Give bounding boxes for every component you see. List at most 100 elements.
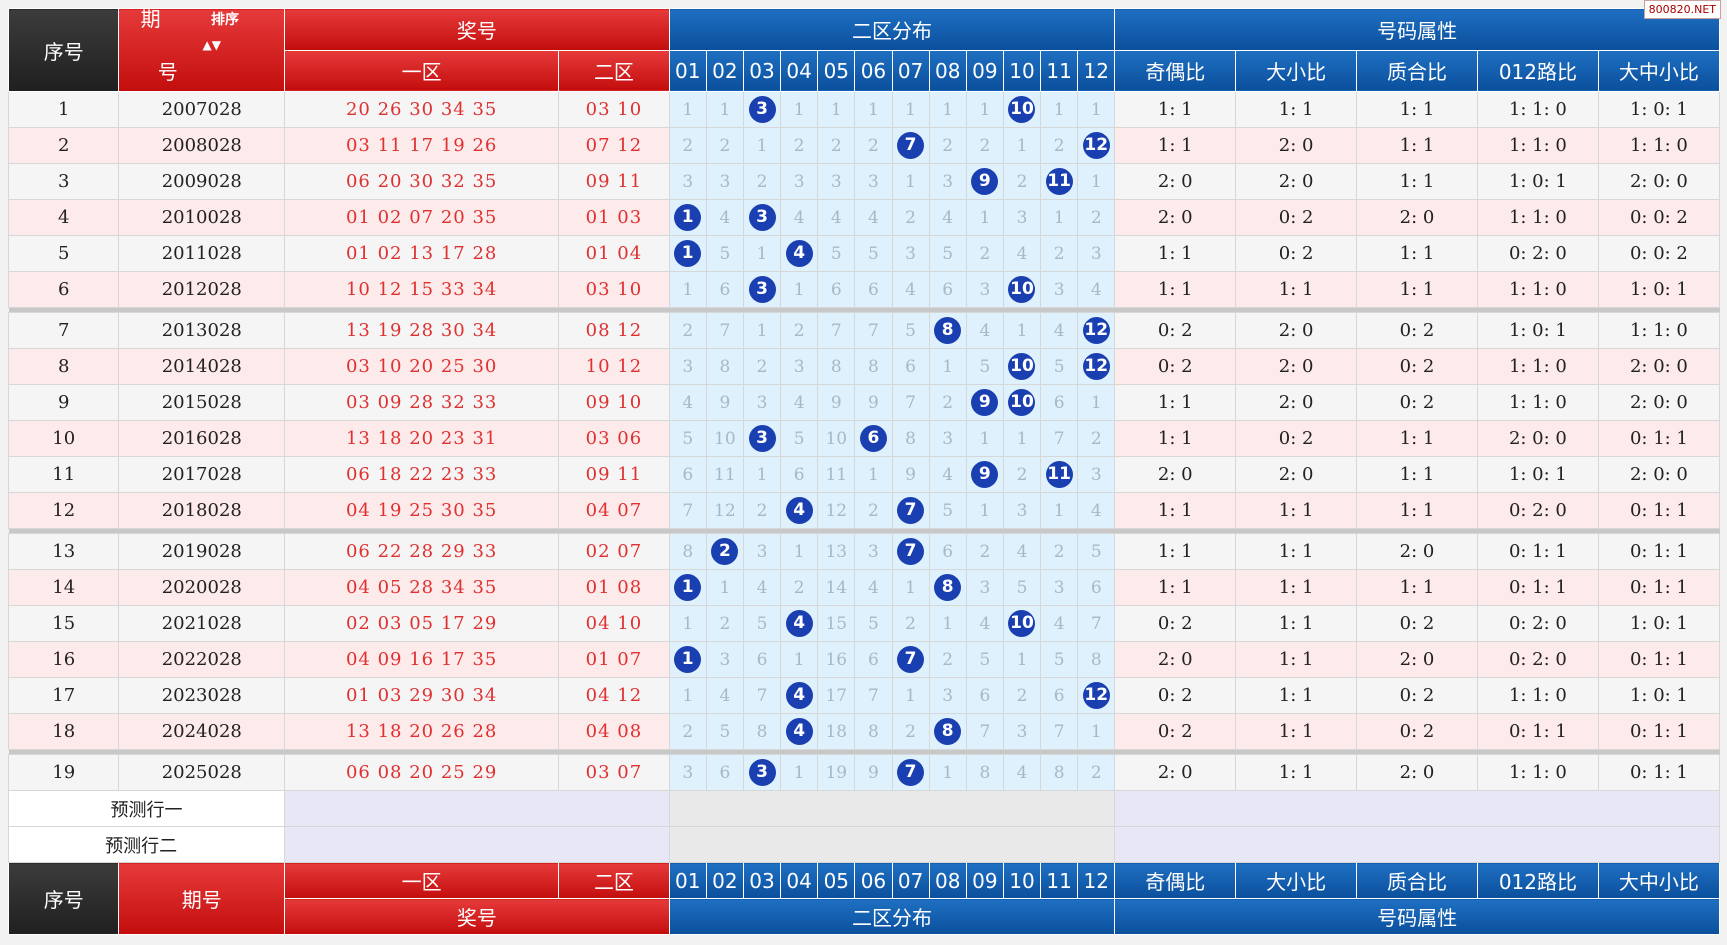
hit-ball: 12 <box>1082 353 1110 380</box>
dist-col-04: 04 <box>780 49 819 92</box>
dist-cell: 3 <box>780 348 819 385</box>
group-divider <box>8 749 1720 755</box>
dist-cell: 1 <box>891 91 930 128</box>
hit-ball: 7 <box>897 759 925 786</box>
predict-row-1-label[interactable]: 预测行一 <box>7 790 286 827</box>
table-row: 7 2013028 13 19 28 30 34 08 12 2 7 1 2 7 7 5 8 4 1 4 12… <box>7 312 1721 349</box>
attr-cell: 1: 1 <box>1114 271 1237 308</box>
dist-cell: 10 <box>817 420 856 457</box>
hit-ball: 4 <box>785 610 813 637</box>
dist-cell: 3 <box>668 163 707 200</box>
dist-cell: 3 <box>854 533 893 570</box>
dist-cell: 3 <box>780 163 819 200</box>
attr-cell: 1: 0: 1 <box>1476 163 1599 200</box>
dist-cell: 1 <box>668 271 707 308</box>
footer-dist-col-03: 03 <box>742 862 782 899</box>
attr-cell: 2: 0 <box>1356 641 1478 678</box>
attr-cell: 1: 1 <box>1235 533 1358 570</box>
dist-cell: 6 <box>668 456 707 493</box>
table-row: 11 2017028 06 18 22 23 33 09 11 6 11 1 6 11 1 9 4 9 2… <box>7 456 1721 493</box>
dist-cell: 12 <box>1077 312 1116 349</box>
footer-attr-col-0: 奇偶比 <box>1114 862 1237 899</box>
footer-dist-col-07: 07 <box>891 862 930 899</box>
attr-cell: 2: 0 <box>1356 754 1478 791</box>
attr-cell: 1: 1 <box>1114 569 1237 606</box>
table-row: 14 2020028 04 05 28 34 35 01 08 1 1 4 2 14 4 1 8 3 5 3… <box>7 569 1721 606</box>
hit-ball: 10 <box>1008 389 1036 416</box>
dist-cell: 1 <box>742 456 782 493</box>
attr-cell: 1: 1 <box>1356 163 1478 200</box>
row-zone1-numbers: 02 03 05 17 29 <box>284 605 560 642</box>
dist-cell: 4 <box>668 384 707 421</box>
dist-cell: 9 <box>891 456 930 493</box>
dist-col-08: 08 <box>928 49 967 92</box>
hit-ball: 8 <box>934 718 962 745</box>
attr-cell: 2: 0 <box>1114 163 1237 200</box>
predict-row-2-dist[interactable] <box>668 826 1116 863</box>
footer-dist-col-04: 04 <box>780 862 819 899</box>
dist-cell: 1 <box>928 605 967 642</box>
header-period[interactable]: 期 排序 ▲▼ 号 <box>118 8 286 92</box>
dist-cell: 1 <box>668 605 707 642</box>
dist-cell: 1 <box>780 91 819 128</box>
hit-ball: 3 <box>748 204 776 231</box>
hit-ball: 9 <box>971 168 999 195</box>
dist-cell: 4 <box>854 199 893 236</box>
attr-cell: 0: 2 <box>1356 713 1478 750</box>
sort-toggle[interactable]: 排序 ▲▼ <box>203 12 239 53</box>
hit-ball: 3 <box>748 96 776 123</box>
attr-cell: 1: 1 <box>1235 713 1358 750</box>
hit-ball: 1 <box>674 204 702 231</box>
attr-cell: 1: 1 <box>1235 569 1358 606</box>
row-zone2-numbers: 03 07 <box>558 754 670 791</box>
predict-row-1-attrs <box>1114 790 1720 827</box>
predict-row-2-prize[interactable] <box>284 826 670 863</box>
row-seq: 5 <box>7 235 120 272</box>
attr-cell: 0: 2: 0 <box>1476 492 1599 529</box>
predict-row-1-prize[interactable] <box>284 790 670 827</box>
row-zone1-numbers: 01 02 07 20 35 <box>284 199 560 236</box>
dist-cell: 2 <box>817 127 856 164</box>
footer-attrs: 号码属性 <box>1114 898 1720 935</box>
dist-cell: 8 <box>1040 754 1079 791</box>
row-seq: 2 <box>7 127 120 164</box>
dist-cell: 1 <box>1077 713 1116 750</box>
predict-row-2-label[interactable]: 预测行二▼ <box>7 826 286 863</box>
dist-cell: 7 <box>891 641 930 678</box>
dist-cell: 3 <box>1040 271 1079 308</box>
dist-cell: 4 <box>965 605 1004 642</box>
row-period: 2017028 <box>118 456 286 493</box>
attr-cell: 1: 0: 1 <box>1597 605 1721 642</box>
hit-ball: 7 <box>897 132 925 159</box>
dist-cell: 5 <box>928 492 967 529</box>
dist-cell: 8 <box>928 312 967 349</box>
dist-cell: 3 <box>742 384 782 421</box>
attr-cell: 1: 1 <box>1356 271 1478 308</box>
dist-cell: 7 <box>742 677 782 714</box>
row-seq: 17 <box>7 677 120 714</box>
table-row: 5 2011028 01 02 13 17 28 01 04 1 5 1 4 5 5 3 5 2 4 2 3 1… <box>7 235 1721 272</box>
table-row: 12 2018028 04 19 25 30 35 04 07 7 12 2 4 12 2 7 5 1 3… <box>7 492 1721 529</box>
attr-cell: 1: 1 <box>1356 235 1478 272</box>
dist-cell: 2 <box>928 127 967 164</box>
attr-cell: 0: 2 <box>1356 384 1478 421</box>
row-period: 2014028 <box>118 348 286 385</box>
dist-cell: 1 <box>668 569 707 606</box>
row-zone1-numbers: 06 08 20 25 29 <box>284 754 560 791</box>
dist-cell: 9 <box>854 754 893 791</box>
dist-cell: 7 <box>965 713 1004 750</box>
dist-cell: 1 <box>780 271 819 308</box>
dist-cell: 2 <box>1040 533 1079 570</box>
group-divider <box>8 307 1720 313</box>
predict-row-1-dist[interactable] <box>668 790 1116 827</box>
row-seq: 19 <box>7 754 120 791</box>
row-period: 2025028 <box>118 754 286 791</box>
attr-cell: 2: 0 <box>1235 312 1358 349</box>
dist-cell: 2 <box>965 533 1004 570</box>
attr-cell: 2: 0 <box>1235 456 1358 493</box>
row-period: 2020028 <box>118 569 286 606</box>
dist-cell: 10 <box>1002 91 1042 128</box>
group-divider <box>8 528 1720 534</box>
hit-ball: 7 <box>897 497 925 524</box>
attr-cell: 2: 0 <box>1114 754 1237 791</box>
